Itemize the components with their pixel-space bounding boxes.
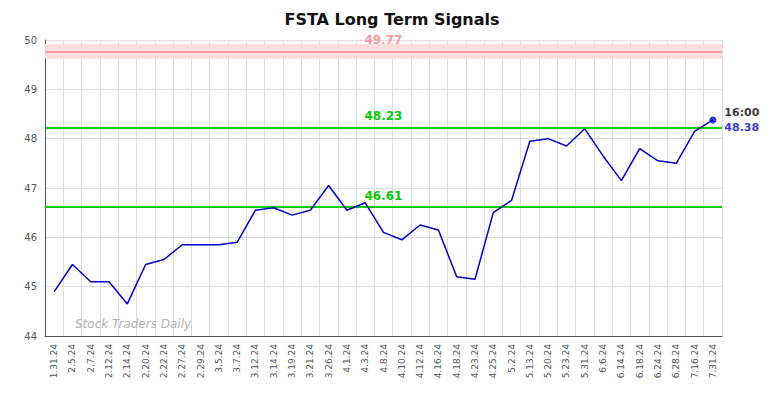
svg-text:49.77: 49.77: [365, 33, 403, 47]
svg-text:2.14.24: 2.14.24: [122, 344, 132, 379]
svg-text:4.10.24: 4.10.24: [397, 344, 407, 379]
svg-text:44: 44: [24, 331, 37, 342]
svg-text:7.31.24: 7.31.24: [708, 344, 718, 379]
svg-text:50: 50: [24, 35, 37, 46]
svg-text:3.7.24: 3.7.24: [232, 344, 242, 373]
svg-text:5.13.24: 5.13.24: [525, 344, 535, 379]
svg-text:4.3.24: 4.3.24: [360, 344, 370, 373]
svg-text:4.12.24: 4.12.24: [415, 344, 425, 379]
svg-text:48.38: 48.38: [724, 121, 759, 134]
svg-text:6.28.24: 6.28.24: [671, 344, 681, 379]
svg-text:4.23.24: 4.23.24: [470, 344, 480, 379]
svg-text:4.16.24: 4.16.24: [433, 344, 443, 379]
svg-text:45: 45: [24, 281, 37, 292]
svg-text:6.6.24: 6.6.24: [598, 344, 608, 373]
svg-text:5.31.24: 5.31.24: [580, 344, 590, 379]
svg-text:2.12.24: 2.12.24: [104, 344, 114, 379]
svg-text:46: 46: [24, 232, 37, 243]
svg-text:48.23: 48.23: [365, 109, 403, 123]
svg-text:2.29.24: 2.29.24: [196, 344, 206, 379]
svg-text:2.7.24: 2.7.24: [86, 344, 96, 373]
svg-text:3.26.24: 3.26.24: [324, 344, 334, 379]
svg-text:2.20.24: 2.20.24: [141, 344, 151, 379]
svg-text:1.31.24: 1.31.24: [49, 344, 59, 379]
svg-text:46.61: 46.61: [365, 189, 403, 203]
svg-text:16:00: 16:00: [724, 106, 759, 119]
svg-text:4.25.24: 4.25.24: [488, 344, 498, 379]
svg-text:2.5.24: 2.5.24: [67, 344, 77, 373]
svg-text:3.5.24: 3.5.24: [214, 344, 224, 373]
svg-text:3.19.24: 3.19.24: [287, 344, 297, 379]
svg-text:7.16.24: 7.16.24: [690, 344, 700, 379]
svg-text:3.12.24: 3.12.24: [250, 344, 260, 379]
svg-text:3.21.24: 3.21.24: [305, 344, 315, 379]
svg-text:4.18.24: 4.18.24: [452, 344, 462, 379]
svg-text:5.2.24: 5.2.24: [507, 344, 517, 373]
svg-text:2.22.24: 2.22.24: [159, 344, 169, 379]
svg-text:3.14.24: 3.14.24: [269, 344, 279, 379]
svg-text:4.8.24: 4.8.24: [379, 344, 389, 373]
svg-text:47: 47: [24, 183, 37, 194]
svg-text:4.1.24: 4.1.24: [342, 344, 352, 373]
svg-text:5.23.24: 5.23.24: [561, 344, 571, 379]
svg-text:6.24.24: 6.24.24: [653, 344, 663, 379]
svg-text:48: 48: [24, 133, 37, 144]
svg-text:2.27.24: 2.27.24: [177, 344, 187, 379]
svg-text:FSTA Long Term Signals: FSTA Long Term Signals: [284, 10, 499, 29]
svg-text:49: 49: [24, 84, 37, 95]
svg-text:6.18.24: 6.18.24: [635, 344, 645, 379]
svg-text:Stock Traders Daily: Stock Traders Daily: [75, 317, 192, 331]
svg-text:6.14.24: 6.14.24: [616, 344, 626, 379]
svg-text:5.20.24: 5.20.24: [543, 344, 553, 379]
